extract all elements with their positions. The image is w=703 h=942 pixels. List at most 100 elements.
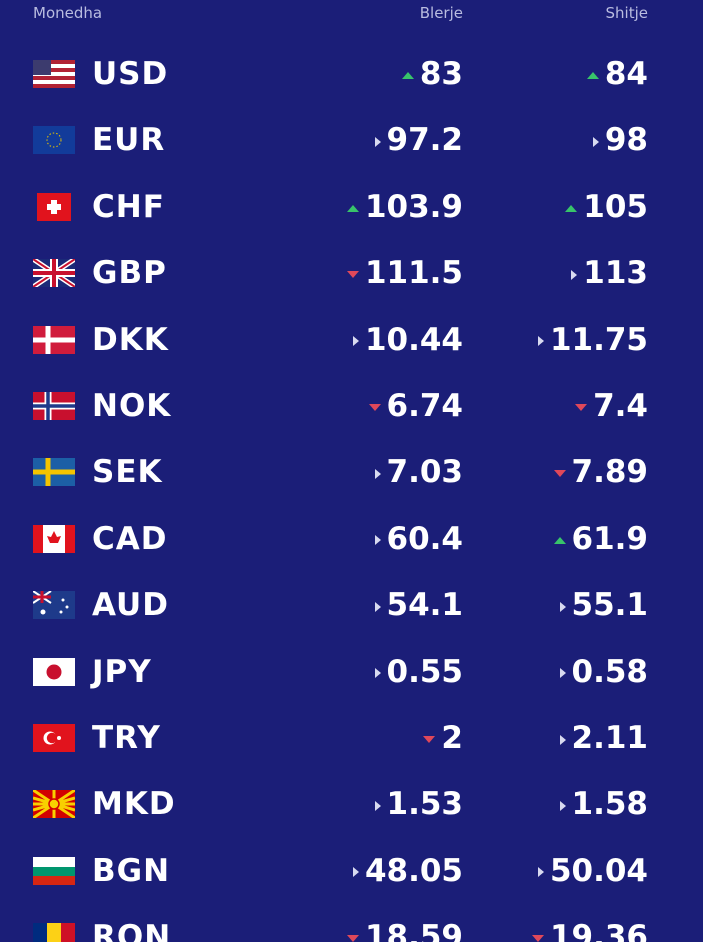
trend-arrow [537, 336, 544, 347]
trend-arrow [374, 800, 381, 811]
sell-cell: 98 [592, 120, 648, 160]
sell-cell: 84 [586, 54, 648, 94]
currency-code: BGN [92, 852, 171, 889]
sell-rate: 105 [583, 188, 648, 225]
trend-arrow [531, 935, 544, 942]
trend-arrow [346, 271, 359, 279]
buy-rate: 48.05 [364, 852, 463, 889]
buy-cell: 6.74 [368, 386, 464, 426]
sell-cell: 0.58 [559, 652, 649, 692]
buy-cell: 111.5 [346, 253, 463, 293]
buy-rate: 1.53 [386, 786, 464, 823]
trend-arrow [559, 601, 566, 612]
trend-arrow [368, 404, 381, 411]
currency-code: CHF [92, 188, 165, 225]
sell-rate: 61.9 [571, 520, 649, 557]
rate-row: MKD 1.53 1.58 [0, 784, 703, 824]
flag-icon [37, 192, 71, 221]
sell-cell: 113 [571, 253, 648, 293]
trend-arrow [571, 269, 578, 280]
trend-arrow [401, 72, 414, 79]
rate-row: GBP 111.5 113 [0, 253, 703, 293]
rate-row: TRY 2 2.11 [0, 718, 703, 758]
currency-code: USD [92, 56, 169, 92]
flag-icon [33, 60, 75, 88]
buy-cell: 10.44 [352, 320, 463, 360]
sell-rate: 0.58 [571, 653, 649, 690]
buy-cell: 18.59 [346, 917, 463, 942]
buy-rate: 18.59 [364, 919, 463, 942]
buy-cell: 60.4 [374, 519, 463, 559]
currency-code: AUD [92, 587, 169, 624]
currency-code: CAD [92, 520, 168, 557]
sell-cell: 7.4 [575, 386, 648, 426]
currency-code: EUR [92, 122, 166, 159]
sell-rate: 113 [583, 255, 648, 292]
sell-cell: 55.1 [559, 585, 648, 625]
header-buy: Blerje [419, 4, 463, 22]
trend-arrow [575, 404, 588, 411]
sell-rate: 11.75 [549, 321, 648, 358]
trend-arrow [374, 535, 381, 546]
flag-icon [33, 458, 75, 487]
buy-rate: 10.44 [364, 321, 463, 358]
currency-code: MKD [92, 786, 176, 823]
trend-arrow [374, 668, 381, 679]
flag-icon [33, 923, 75, 942]
sell-rate: 84 [604, 56, 648, 92]
rate-row: CAD 60.4 61.9 [0, 519, 703, 559]
currency-code: GBP [92, 255, 167, 292]
buy-cell: 54.1 [374, 585, 464, 625]
rate-row: USD 83 84 [0, 54, 703, 94]
rate-row: EUR 97.2 98 [0, 120, 703, 160]
buy-rate: 54.1 [386, 587, 464, 624]
buy-cell: 0.55 [374, 652, 464, 692]
trend-arrow [553, 470, 566, 478]
sell-rate: 1.58 [571, 786, 649, 823]
buy-rate: 83 [419, 56, 463, 92]
trend-arrow [352, 336, 359, 347]
flag-icon [33, 591, 75, 620]
currency-code: SEK [92, 454, 163, 491]
buy-cell: 48.05 [352, 851, 463, 891]
trend-arrow [565, 204, 578, 212]
buy-rate: 103.9 [364, 188, 463, 225]
flag-icon [33, 856, 75, 885]
trend-arrow [559, 734, 566, 745]
rate-row: CHF 103.9 105 [0, 187, 703, 227]
sell-cell: 19.36 [531, 917, 648, 942]
flag-icon [33, 325, 75, 354]
trend-arrow [352, 867, 359, 878]
trend-arrow [374, 136, 381, 147]
buy-rate: 97.2 [386, 122, 464, 159]
trend-arrow [559, 800, 566, 811]
trend-arrow [586, 72, 599, 79]
trend-arrow [423, 736, 436, 743]
sell-rate: 7.4 [593, 388, 648, 424]
rate-row: NOK 6.74 7.4 [0, 386, 703, 426]
buy-cell: 103.9 [346, 187, 463, 227]
buy-cell: 2 [423, 718, 463, 758]
trend-arrow [559, 668, 566, 679]
trend-arrow [553, 536, 566, 544]
flag-icon [33, 524, 75, 553]
buy-rate: 6.74 [386, 388, 464, 424]
trend-arrow [346, 204, 359, 212]
sell-cell: 2.11 [559, 718, 649, 758]
currency-code: NOK [92, 388, 172, 424]
trend-arrow [537, 867, 544, 878]
flag-icon [33, 657, 75, 686]
buy-rate: 7.03 [386, 454, 464, 491]
rate-row: SEK 7.03 7.89 [0, 452, 703, 492]
sell-rate: 2.11 [571, 720, 649, 756]
flag-icon [33, 126, 75, 155]
buy-rate: 0.55 [386, 653, 464, 690]
currency-code: JPY [92, 653, 152, 690]
trend-arrow [374, 601, 381, 612]
sell-cell: 1.58 [559, 784, 649, 824]
flag-icon [33, 259, 75, 288]
flag-icon [33, 392, 75, 420]
buy-cell: 83 [401, 54, 463, 94]
currency-code: RON [92, 919, 172, 942]
